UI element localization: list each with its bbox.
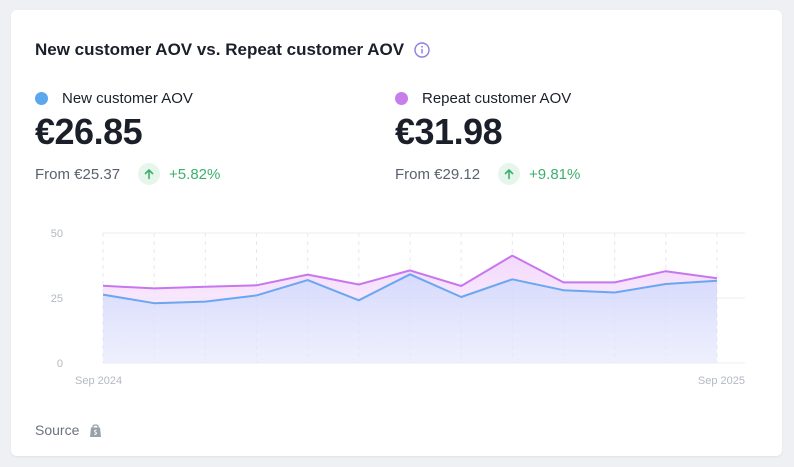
metric-repeat-customer: Repeat customer AOV €31.98 From €29.12 +… <box>395 90 580 185</box>
new-customer-line <box>102 273 718 305</box>
y-tick-label: 25 <box>51 293 63 305</box>
info-icon[interactable] <box>414 42 430 58</box>
y-tick-label: 50 <box>51 228 63 240</box>
repeat-customer-from: From €29.12 <box>395 165 481 183</box>
repeat-customer-area <box>103 255 717 304</box>
metric-new-customer: New customer AOV €26.85 From €25.37 +5.8… <box>35 90 220 185</box>
x-tick-label-start: Sep 2024 <box>75 375 122 387</box>
x-tick-label-end: Sep 2025 <box>698 375 745 387</box>
card-title-row: New customer AOV vs. Repeat customer AOV <box>35 40 430 60</box>
source-row: Source <box>35 422 102 438</box>
repeat-customer-value: €31.98 <box>395 111 503 152</box>
new-customer-comparison: From €25.37 +5.82% <box>35 163 220 185</box>
new-customer-dot <box>35 92 48 105</box>
arrow-up-icon <box>498 163 521 185</box>
card-title: New customer AOV vs. Repeat customer AOV <box>35 40 405 59</box>
repeat-customer-dot <box>395 92 408 105</box>
repeat-customer-change: +9.81% <box>529 165 581 183</box>
legend-repeat-customer: Repeat customer AOV <box>395 90 580 107</box>
new-customer-area <box>103 274 717 363</box>
repeat-customer-label: Repeat customer AOV <box>422 90 572 107</box>
new-customer-change: +5.82% <box>169 165 221 183</box>
new-customer-label: New customer AOV <box>62 90 193 107</box>
legend-new-customer: New customer AOV <box>35 90 220 107</box>
shopify-bag-icon[interactable] <box>89 423 102 438</box>
repeat-customer-comparison: From €29.12 +9.81% <box>395 163 580 185</box>
y-tick-label: 0 <box>57 358 63 370</box>
arrow-up-icon <box>138 163 161 185</box>
new-customer-from: From €25.37 <box>35 165 121 183</box>
aov-chart: 0 25 50 Sep 2024 Sep 2025 <box>51 228 745 387</box>
source-label: Source <box>35 422 80 438</box>
repeat-customer-line <box>102 254 718 290</box>
new-customer-value: €26.85 <box>35 111 143 152</box>
aov-card: New customer AOV vs. Repeat customer AOV… <box>11 10 782 456</box>
